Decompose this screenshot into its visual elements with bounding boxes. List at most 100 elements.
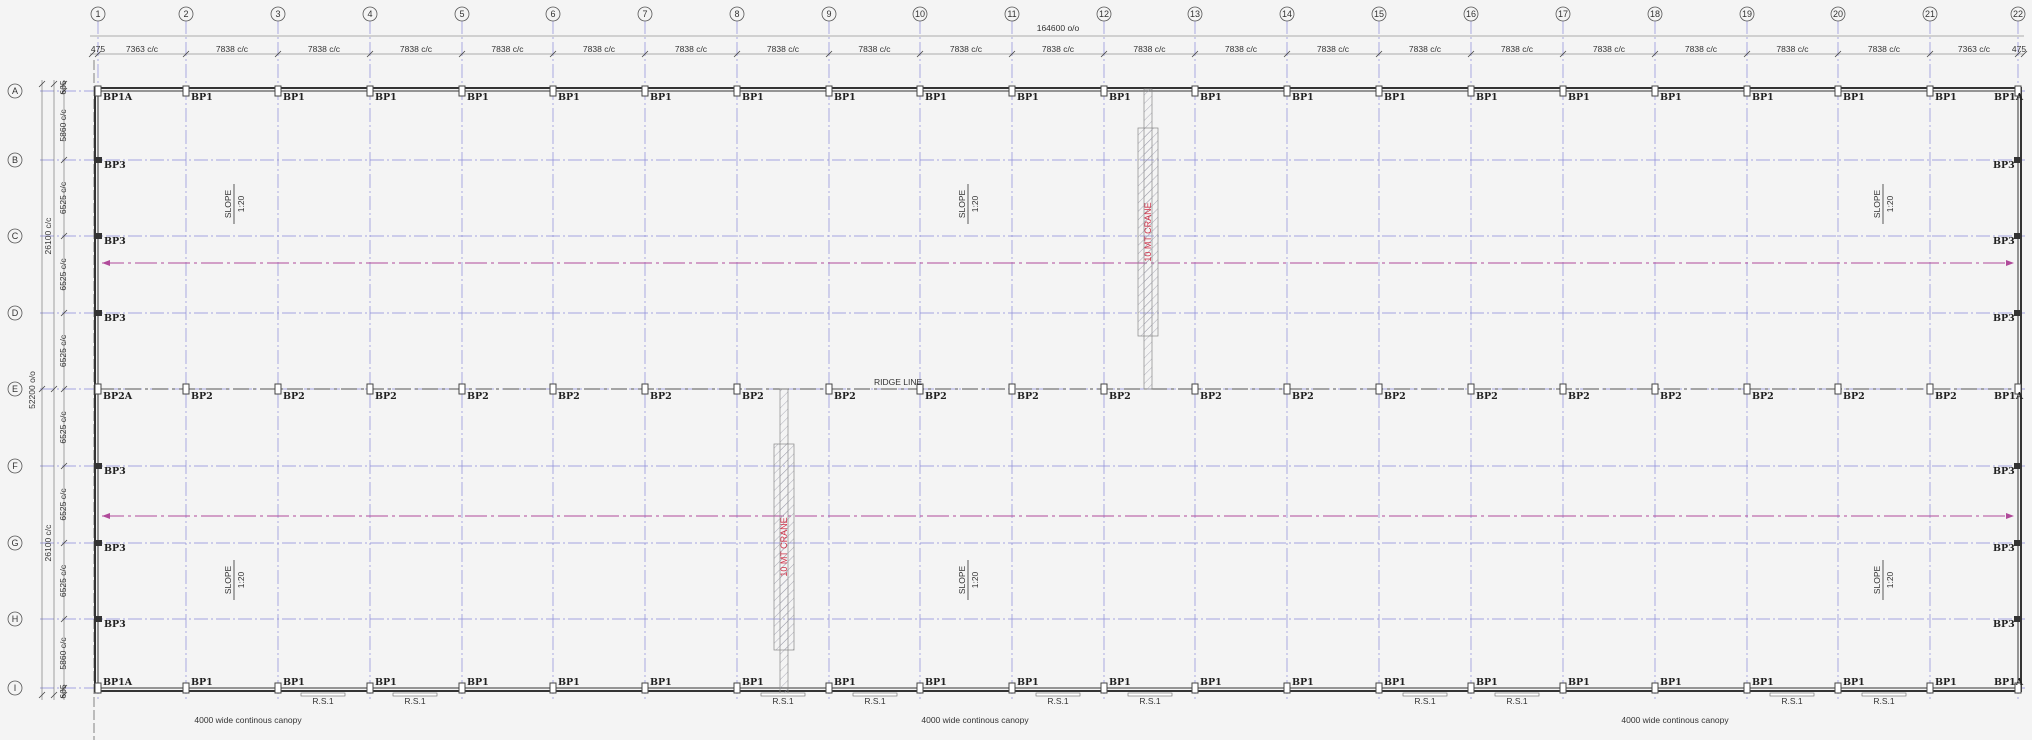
- base-plate-marker: [641, 682, 649, 694]
- base-plate-label: BP1: [283, 92, 305, 103]
- base-plate-marker: [182, 85, 190, 97]
- row-bubble-label: I: [14, 683, 17, 693]
- column-bubble: [2010, 6, 2026, 22]
- bay-spacing-dim: 7838 c/c: [950, 44, 983, 54]
- row-bubble: [7, 381, 23, 397]
- bay-spacing-dim: 7838 c/c: [308, 44, 341, 54]
- svg-text:SLOPE: SLOPE: [1872, 190, 1882, 219]
- column-bubble-label: 2: [183, 9, 188, 19]
- rs-label: R.S.1: [1139, 696, 1161, 706]
- slope-note: SLOPE 1:20: [223, 184, 246, 224]
- column-bubble-label: 1: [95, 9, 100, 19]
- column-bubble: [821, 6, 837, 22]
- rail-arrow-right: [2006, 260, 2014, 266]
- dim-tick: [60, 80, 68, 88]
- base-plate-marker: [733, 85, 741, 97]
- rs-label: R.S.1: [1414, 696, 1436, 706]
- dim-tick: [60, 232, 68, 240]
- dim-tick: [38, 385, 46, 393]
- rs-label: R.S.1: [1047, 696, 1069, 706]
- base-plate-marker: [366, 85, 374, 97]
- bay-spacing-dim: 7838 c/c: [1225, 44, 1258, 54]
- row-bubble-label: G: [11, 538, 18, 548]
- base-plate-label: BP2: [191, 391, 213, 402]
- column-bubble-label: 10: [915, 9, 925, 19]
- base-plate-label: BP1: [1384, 677, 1406, 688]
- crane-rails: [102, 260, 2014, 519]
- side-plate-label-right: BP3: [1993, 236, 2015, 247]
- slope-note: SLOPE 1:20: [1872, 184, 1895, 224]
- base-plate-marker: [549, 85, 557, 97]
- base-plate-label: BP1: [742, 92, 764, 103]
- bay-spacing-dim: 7838 c/c: [1501, 44, 1534, 54]
- row-spacing-dim: 6525 c/c: [58, 258, 68, 291]
- slope-note: SLOPE 1:20: [1872, 560, 1895, 600]
- base-plate-label: BP1: [375, 677, 397, 688]
- rs-marker: [1494, 692, 1540, 697]
- ridge-line-label: RIDGE LINE: [874, 377, 923, 387]
- base-plate-label: BP1: [742, 677, 764, 688]
- bay-spacing-dim: 7838 c/c: [1868, 44, 1901, 54]
- column-bubble-label: 9: [826, 9, 831, 19]
- half-width-dim-top: 26100 c/c: [43, 217, 53, 255]
- bay-spacing-dim: 7838 c/c: [1042, 44, 1075, 54]
- base-plate-marker: [1743, 85, 1751, 97]
- dim-tick: [88, 50, 96, 58]
- row-bubble: [7, 535, 23, 551]
- base-plate-label: BP1: [1384, 92, 1406, 103]
- base-plate-marker: [641, 85, 649, 97]
- base-plate-label: BP1: [558, 677, 580, 688]
- dim-tick: [94, 50, 102, 58]
- dim-tick: [60, 309, 68, 317]
- column-bubble: [270, 6, 286, 22]
- base-plate-marker: [182, 383, 190, 395]
- dim-tick: [458, 50, 466, 58]
- rs-marker: [1769, 692, 1815, 697]
- base-plate-marker: [366, 383, 374, 395]
- dim-tick: [1191, 50, 1199, 58]
- dim-tick: [733, 50, 741, 58]
- base-plate-label: BP1: [650, 92, 672, 103]
- column-bubble: [1555, 6, 1571, 22]
- base-plate-label: BP1A: [1994, 391, 2024, 402]
- base-plate-label: BP1: [1752, 92, 1774, 103]
- base-plate-marker: [1008, 383, 1016, 395]
- dim-tick: [1651, 50, 1659, 58]
- rs-marker: [392, 692, 438, 697]
- base-plate-label: BP1: [1476, 677, 1498, 688]
- canopy-note-right: 4000 wide continous canopy: [1621, 715, 1729, 725]
- base-plate-label: BP1: [467, 677, 489, 688]
- column-bubble-label: 16: [1466, 9, 1476, 19]
- svg-text:1:20: 1:20: [970, 571, 980, 588]
- dim-tick: [1559, 50, 1567, 58]
- crane-bridges: 10 MT CRANE 10 MT CRANE: [773, 88, 1159, 695]
- base-plate-marker: [641, 383, 649, 395]
- row-bubble: [7, 228, 23, 244]
- dim-tick: [1100, 50, 1108, 58]
- base-plate-label: BP2: [1476, 391, 1498, 402]
- bay-spacing-dim: 7838 c/c: [1685, 44, 1718, 54]
- base-plate-marker: [1743, 383, 1751, 395]
- dim-tick: [50, 80, 58, 88]
- rs-marker: [300, 692, 346, 697]
- side-plate-marker: [2014, 310, 2020, 316]
- row-spacing-dim: 5860 c/c: [58, 109, 68, 142]
- side-plate-marker: [96, 310, 102, 316]
- rail-arrow-right: [2006, 513, 2014, 519]
- bay-spacing-dim: 7838 c/c: [675, 44, 708, 54]
- side-plate-marker: [96, 616, 102, 622]
- row-bubble: [7, 680, 23, 696]
- base-plate-label: BP2: [1384, 391, 1406, 402]
- rs-marker: [852, 692, 898, 697]
- row-bubble: [7, 305, 23, 321]
- base-plate-label: BP1: [1843, 92, 1865, 103]
- row-spacing-dim: 6525 c/c: [58, 411, 68, 444]
- row-bubble: [7, 458, 23, 474]
- base-plate-label: BP1: [1660, 92, 1682, 103]
- column-bubble-label: 12: [1099, 9, 1109, 19]
- base-plate-label: BP1: [1017, 92, 1039, 103]
- base-plates: BP1A BP1 BP1 BP1 BP1 BP1 BP1 BP1 BP1 BP1 BP1 BP1 BP1…: [94, 85, 2024, 694]
- svg-text:1:20: 1:20: [236, 195, 246, 212]
- column-bubble-label: 19: [1742, 9, 1752, 19]
- dim-tick: [38, 691, 46, 699]
